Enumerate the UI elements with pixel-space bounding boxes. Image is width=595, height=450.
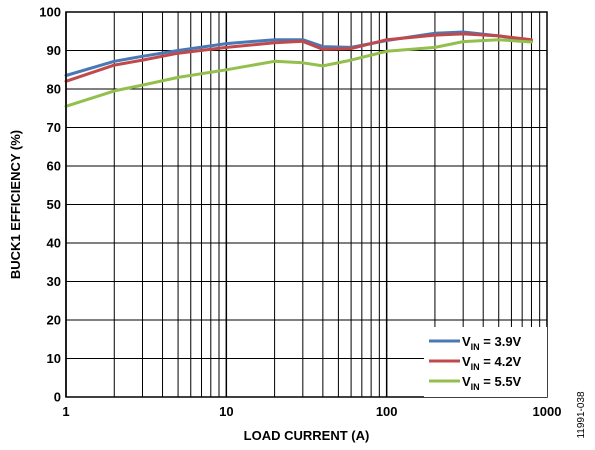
- series-line-2: [64, 32, 533, 83]
- x-tick-label: 100: [376, 404, 398, 419]
- series-lines: [64, 30, 533, 108]
- y-tick-label: 20: [47, 313, 61, 328]
- series-line-1: [64, 30, 533, 77]
- y-tick-label: 0: [54, 390, 61, 405]
- x-tick-label: 1: [62, 404, 69, 419]
- legend-label-1: VIN = 3.9V: [462, 334, 522, 352]
- legend-label-3: VIN = 5.5V: [462, 374, 522, 392]
- x-axis-title: LOAD CURRENT (A): [244, 428, 370, 443]
- legend-label-2: VIN = 4.2V: [462, 354, 522, 372]
- x-tick-label: 1000: [533, 404, 562, 419]
- series-line-3: [64, 38, 533, 108]
- y-axis-title: BUCK1 EFFICIENCY (%): [8, 130, 23, 279]
- x-tick-label: 10: [219, 404, 233, 419]
- y-tick-label: 100: [39, 5, 61, 20]
- plot-frame: [65, 11, 548, 398]
- y-tick-label: 10: [47, 351, 61, 366]
- y-tick-label: 60: [47, 159, 61, 174]
- figure-id: 11991-038: [576, 391, 587, 439]
- y-tick-label: 40: [47, 236, 61, 251]
- y-tick-label: 50: [47, 197, 61, 212]
- y-tick-label: 90: [47, 43, 61, 58]
- y-tick-label: 30: [47, 274, 61, 289]
- y-tick-label: 80: [47, 82, 61, 97]
- y-tick-label: 70: [47, 120, 61, 135]
- legend: VIN = 3.9V VIN = 4.2V VIN = 5.5V: [424, 327, 547, 397]
